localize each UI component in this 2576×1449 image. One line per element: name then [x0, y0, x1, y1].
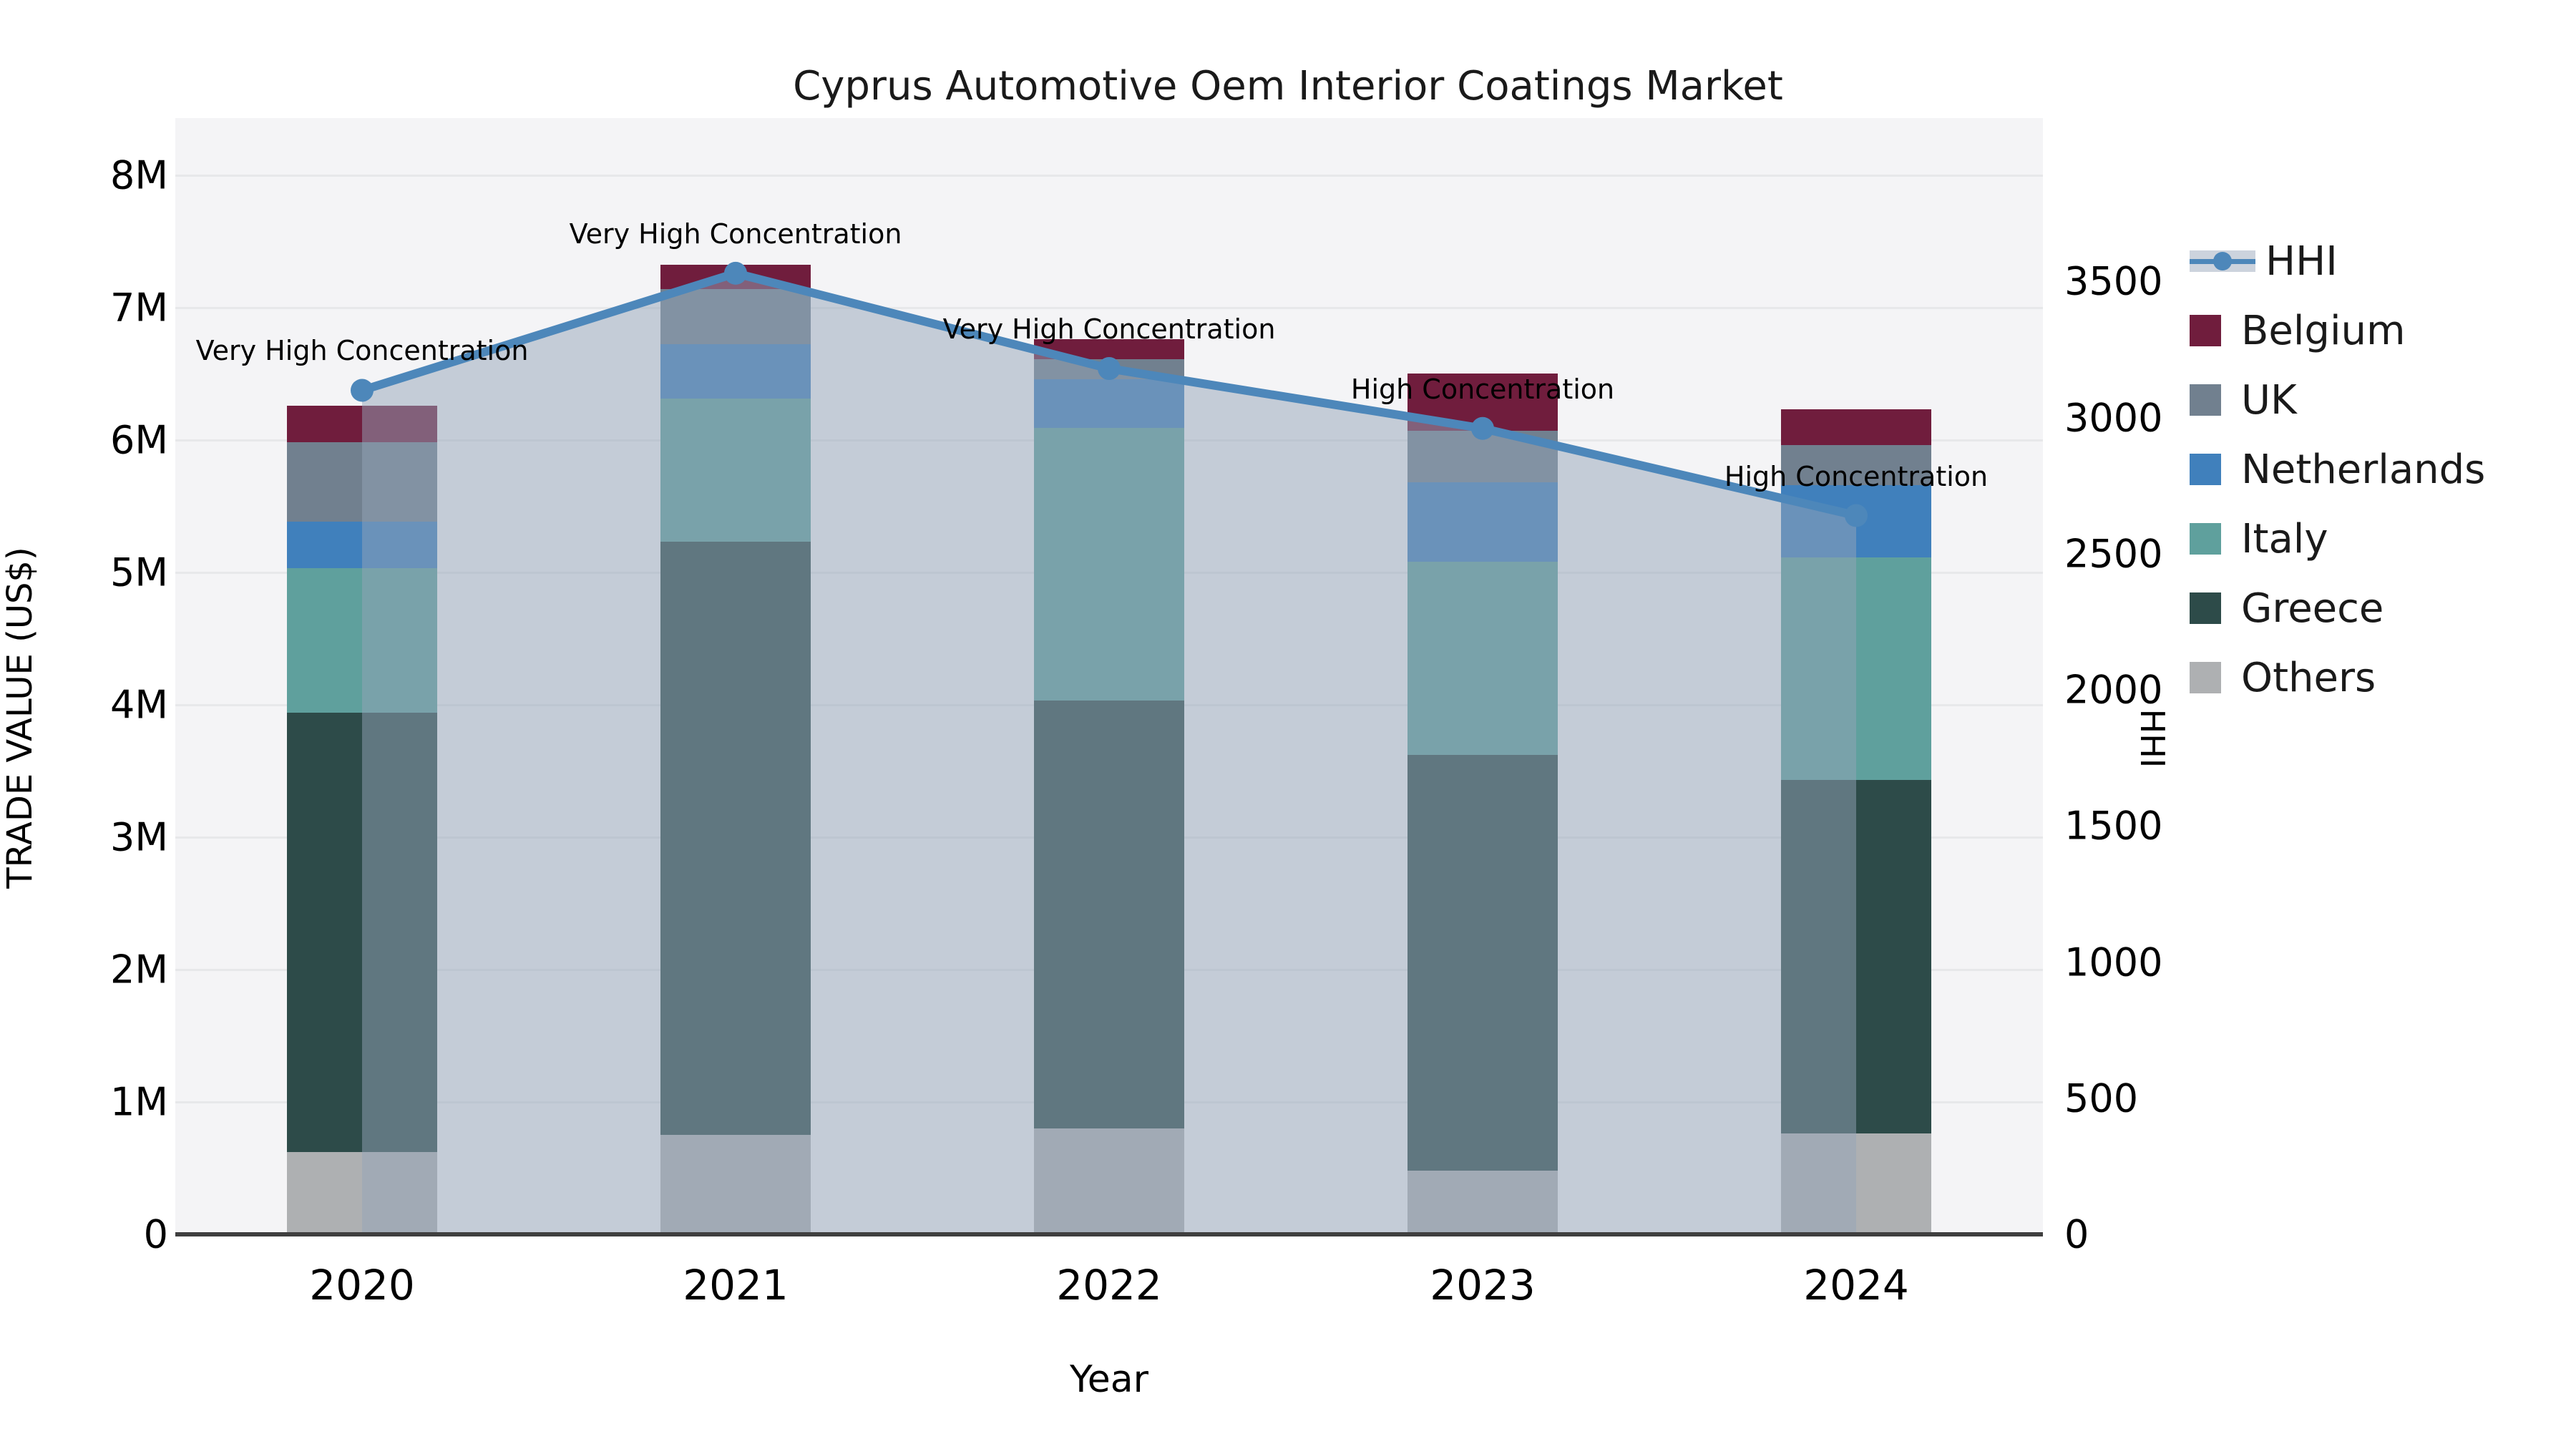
y-axis-tick-4M: 4M: [110, 682, 168, 728]
y-axis-title: TRADE VALUE (US$): [0, 547, 40, 889]
legend-item-hhi: HHI: [2190, 236, 2338, 286]
y-axis-tick-1M: 1M: [110, 1079, 168, 1125]
gridline: [175, 306, 2043, 309]
legend-swatch-italy: [2190, 523, 2221, 555]
annotation-2021: Very High Concentration: [569, 218, 902, 250]
plot-area: Very High Concentration Very High Concent…: [175, 118, 2043, 1236]
y-axis-tick-6M: 6M: [110, 417, 168, 463]
legend-item-belgium: Belgium: [2190, 306, 2406, 356]
hhi-area-fill: [362, 273, 1856, 1234]
y2-axis-tick-2500: 2500: [2064, 531, 2163, 577]
y-axis-tick-5M: 5M: [110, 550, 168, 595]
gridline: [175, 174, 2043, 177]
x-axis-tick-2022: 2022: [1056, 1261, 1162, 1309]
annotation-2020: Very High Concentration: [195, 335, 529, 367]
hhi-marker-2021: [724, 261, 747, 285]
legend-item-uk: UK: [2190, 375, 2297, 425]
x-axis-tick-2023: 2023: [1430, 1261, 1536, 1309]
legend-label-netherlands: Netherlands: [2241, 446, 2486, 493]
y2-axis-tick-1000: 1000: [2064, 940, 2163, 985]
annotation-2022: Very High Concentration: [942, 313, 1276, 346]
legend-label-uk: UK: [2241, 376, 2297, 424]
legend-label-others: Others: [2241, 654, 2376, 701]
y-axis-tick-7M: 7M: [110, 285, 168, 331]
y-axis-tick-0: 0: [143, 1211, 168, 1257]
y2-axis-tick-3000: 3000: [2064, 395, 2163, 441]
y2-axis-tick-2000: 2000: [2064, 667, 2163, 713]
legend-swatch-greece: [2190, 592, 2221, 624]
legend-item-others: Others: [2190, 653, 2376, 703]
hhi-marker-2022: [1098, 357, 1121, 381]
y2-axis-tick-500: 500: [2064, 1075, 2139, 1121]
hhi-line-layer: [351, 261, 1868, 1234]
x-axis-tick-2020: 2020: [309, 1261, 415, 1309]
legend-label-greece: Greece: [2241, 585, 2384, 632]
legend-swatch-others: [2190, 662, 2221, 693]
legend-label-italy: Italy: [2241, 515, 2328, 562]
hhi-marker-2024: [1845, 504, 1868, 527]
legend-label-belgium: Belgium: [2241, 307, 2406, 354]
hhi-marker-2023: [1471, 416, 1494, 440]
y-axis-tick-3M: 3M: [110, 814, 168, 860]
x-axis-line: [175, 1232, 2043, 1236]
legend-swatch-uk: [2190, 384, 2221, 416]
chart-title-line1: Cyprus Automotive Oem Interior Coatings …: [793, 63, 1783, 109]
legend-item-greece: Greece: [2190, 583, 2384, 633]
y2-axis-tick-0: 0: [2064, 1211, 2089, 1257]
legend-item-italy: Italy: [2190, 514, 2328, 564]
x-axis-title: Year: [1069, 1358, 1149, 1401]
legend-label-hhi: HHI: [2265, 238, 2338, 285]
legend-swatch-netherlands: [2190, 454, 2221, 485]
y2-axis-tick-3500: 3500: [2064, 258, 2163, 304]
x-axis-tick-2021: 2021: [683, 1261, 789, 1309]
annotation-2023: High Concentration: [1350, 373, 1615, 405]
bar-segment-belgium-2024: [1781, 409, 1931, 446]
x-axis-tick-2024: 2024: [1803, 1261, 1909, 1309]
y-axis-tick-8M: 8M: [110, 152, 168, 198]
legend-item-netherlands: Netherlands: [2190, 444, 2485, 494]
annotation-2024: High Concentration: [1724, 460, 1989, 492]
hhi-marker-2020: [351, 379, 374, 402]
y2-axis-tick-1500: 1500: [2064, 803, 2163, 849]
y-axis-tick-2M: 2M: [110, 947, 168, 992]
legend-swatch-belgium: [2190, 315, 2221, 346]
hhi-legend-line-icon: [2190, 250, 2255, 272]
bar-segment-uk-2024: [1781, 445, 1931, 485]
